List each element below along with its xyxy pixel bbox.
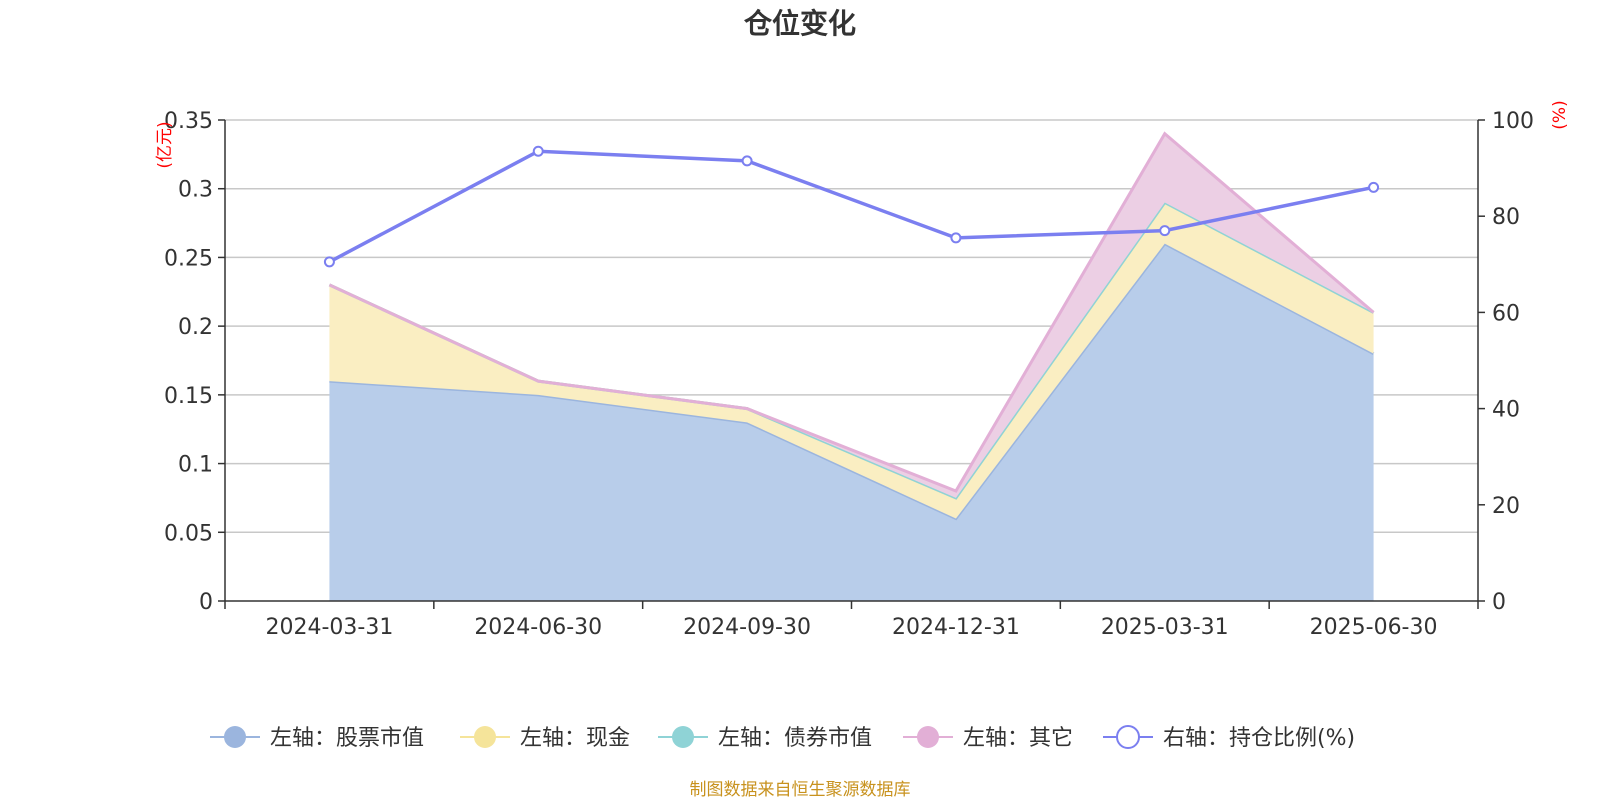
left-tick-label: 0.3 [178,178,213,203]
area-line-左轴：其它 [328,131,1375,493]
right-tick-label: 40 [1492,398,1520,423]
legend-swatch-marker [474,726,496,748]
right-tick-label: 100 [1492,109,1534,134]
area-左轴：股票市值 [329,243,1374,601]
legend: 左轴：股票市值 左轴：现金 左轴：债券市值 左轴：其它 右轴：持仓比例(%) [210,725,1355,751]
legend-swatch-marker [224,726,246,748]
axes [218,119,1485,609]
legend-swatch-marker [672,726,694,748]
line-series [323,145,1380,268]
ratio-point [1159,225,1171,237]
x-tick-label: 2025-03-31 [1101,615,1229,640]
legend-swatch-marker [1116,725,1140,749]
left-tick-label: 0.1 [178,453,213,478]
right-tick-label: 20 [1492,494,1520,519]
left-tick-label: 0.15 [164,384,213,409]
x-tick-label: 2024-03-31 [265,615,393,640]
x-tick-label: 2024-06-30 [474,615,602,640]
ratio-point [532,145,544,157]
right-tick-label: 0 [1492,590,1506,615]
left-tick-label: 0.05 [164,521,213,546]
source-note: 制图数据来自恒生聚源数据库 [690,780,911,800]
legend-label: 左轴：股票市值 [270,726,424,751]
legend-label: 左轴：债券市值 [718,726,872,751]
right-tick-label: 60 [1492,301,1520,326]
right-axis-unit: (%) [1550,100,1570,129]
x-tick-label: 2024-09-30 [683,615,811,640]
ratio-point [950,232,962,244]
legend-label: 右轴：持仓比例(%) [1163,726,1355,751]
legend-swatch-marker [917,726,939,748]
x-tick-label: 2024-12-31 [892,615,1020,640]
left-tick-label: 0 [199,590,213,615]
left-axis-unit: (亿元) [155,121,175,168]
left-tick-label: 0.35 [164,109,213,134]
ratio-point [1368,181,1380,193]
area-左轴：现金 [329,202,1374,519]
ratio-point [323,256,335,268]
ratio-line [328,149,1374,264]
right-tick-label: 80 [1492,205,1520,230]
left-tick-label: 0.2 [178,315,213,340]
chart-title: 仓位变化 [744,7,856,40]
legend-label: 左轴：现金 [520,726,630,751]
area-series [328,131,1375,601]
legend-label: 左轴：其它 [963,726,1073,751]
left-tick-label: 0.25 [164,246,213,271]
ratio-point [741,155,753,167]
tick-labels: 0 0.05 0.1 0.15 0.2 0.25 0.3 0.35 0 20 40 60 80 100 20… [164,109,1534,640]
x-tick-label: 2025-06-30 [1310,615,1438,640]
